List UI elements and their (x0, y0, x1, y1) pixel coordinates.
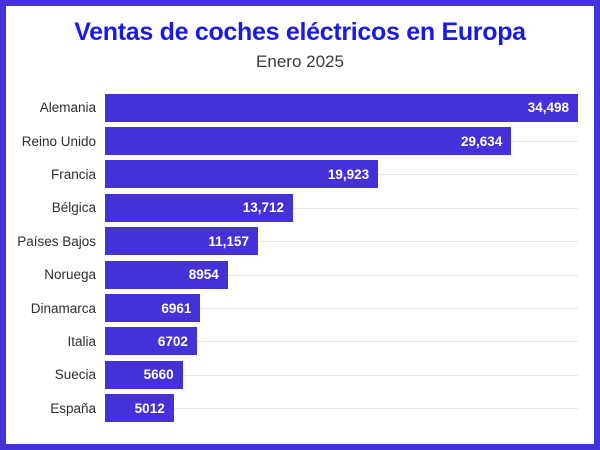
bar-row: Bélgica 13,712 (16, 191, 578, 224)
bar-track: 34,498 (105, 91, 578, 124)
category-label: España (50, 400, 96, 416)
bar-value-label: 11,157 (208, 233, 249, 249)
bar-track: 5660 (105, 358, 578, 391)
bar-row: Reino Unido 29,634 (16, 124, 578, 157)
category-label: Suecia (54, 367, 96, 383)
bar-value-label: 29,634 (461, 133, 503, 149)
bar: 11,157 (105, 227, 258, 256)
bar-row: Francia 19,923 (16, 158, 578, 191)
category-label: Noruega (44, 267, 96, 283)
category-label: Bélgica (51, 200, 96, 216)
bar-track: 6961 (105, 291, 578, 324)
bar-row: Suecia 5660 (16, 358, 578, 391)
category-label: Dinamarca (30, 300, 96, 316)
chart-subtitle: Enero 2025 (256, 52, 344, 71)
bar-value-label: 5660 (143, 367, 174, 383)
bar-chart: Alemania 34,498 Reino Unido 29,634 Francia 19… (16, 91, 578, 425)
bar: 29,634 (105, 127, 512, 156)
bar-row: Italia 6702 (16, 325, 578, 358)
bar-track: 6702 (105, 325, 578, 358)
category-label: Reino Unido (21, 133, 96, 149)
bar-track: 5012 (105, 392, 578, 425)
bar: 13,712 (105, 193, 294, 222)
bar-row: Noruega 8954 (16, 258, 578, 291)
bar-track: 29,634 (105, 124, 578, 157)
bar-track: 11,157 (105, 225, 578, 258)
bar: 8954 (105, 260, 228, 289)
bar-row: Alemania 34,498 (16, 91, 578, 124)
bar: 6961 (105, 294, 201, 323)
bar-value-label: 5012 (134, 400, 165, 416)
category-label: Italia (67, 333, 96, 349)
bar-track: 13,712 (105, 191, 578, 224)
category-label: Países Bajos (17, 233, 96, 249)
bar: 34,498 (105, 93, 578, 122)
bar: 6702 (105, 327, 197, 356)
bar-value-label: 34,498 (527, 100, 569, 116)
bar: 5660 (105, 360, 183, 389)
bar-value-label: 13,712 (242, 200, 285, 216)
bar-value-label: 6702 (157, 333, 188, 349)
bar-row: Dinamarca 6961 (16, 291, 578, 324)
chart-title: Ventas de coches eléctricos en Europa (74, 18, 526, 46)
bar: 19,923 (105, 160, 379, 189)
bar: 5012 (105, 394, 174, 423)
category-label: Francia (50, 166, 96, 182)
bar-row: España 5012 (16, 392, 578, 425)
bar-value-label: 19,923 (327, 166, 370, 182)
bar-track: 19,923 (105, 158, 578, 191)
bar-track: 8954 (105, 258, 578, 291)
bar-value-label: 8954 (188, 267, 219, 283)
bar-row: Países Bajos 11,157 (16, 225, 578, 258)
category-label: Alemania (39, 100, 96, 116)
bar-value-label: 6961 (161, 300, 192, 316)
